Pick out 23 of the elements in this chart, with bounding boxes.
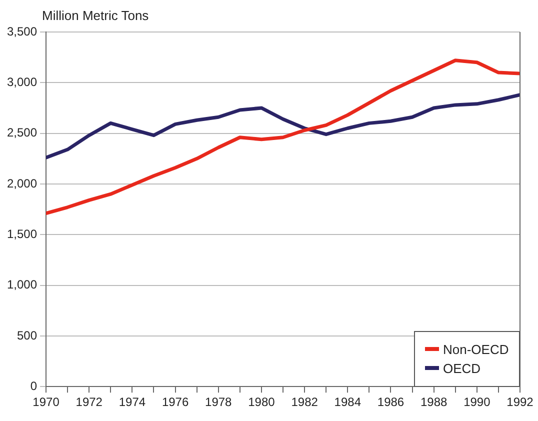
y-tick-label: 1,500 [7, 226, 38, 241]
x-tick-label: 1970 [32, 395, 60, 410]
x-tick-label: 1974 [118, 395, 146, 410]
y-tick-label: 3,500 [7, 24, 38, 38]
x-tick-label: 1972 [76, 395, 103, 410]
x-tick-label: 1984 [334, 395, 362, 410]
y-tick-label: 0 [30, 378, 38, 393]
x-tick-label: 1980 [248, 395, 276, 410]
legend-label: OECD [443, 360, 481, 376]
y-tick-label: 3,000 [7, 74, 38, 89]
y-axis-title: Million Metric Tons [42, 8, 149, 23]
x-tick-label: 1992 [506, 395, 534, 410]
x-tick-label: 1986 [377, 395, 404, 410]
legend-label: Non-OECD [443, 342, 509, 357]
y-tick-label: 2,000 [7, 176, 38, 190]
x-tick-label: 1978 [205, 395, 232, 410]
y-tick-label: 2,500 [7, 126, 38, 140]
y-tick-label: 500 [17, 328, 38, 342]
x-tick-label: 1976 [162, 395, 189, 410]
y-tick-label: 1,000 [7, 278, 38, 292]
x-tick-label: 1982 [291, 395, 318, 410]
x-tick-label: 1990 [464, 395, 491, 410]
x-tick-label: 1988 [420, 395, 448, 410]
